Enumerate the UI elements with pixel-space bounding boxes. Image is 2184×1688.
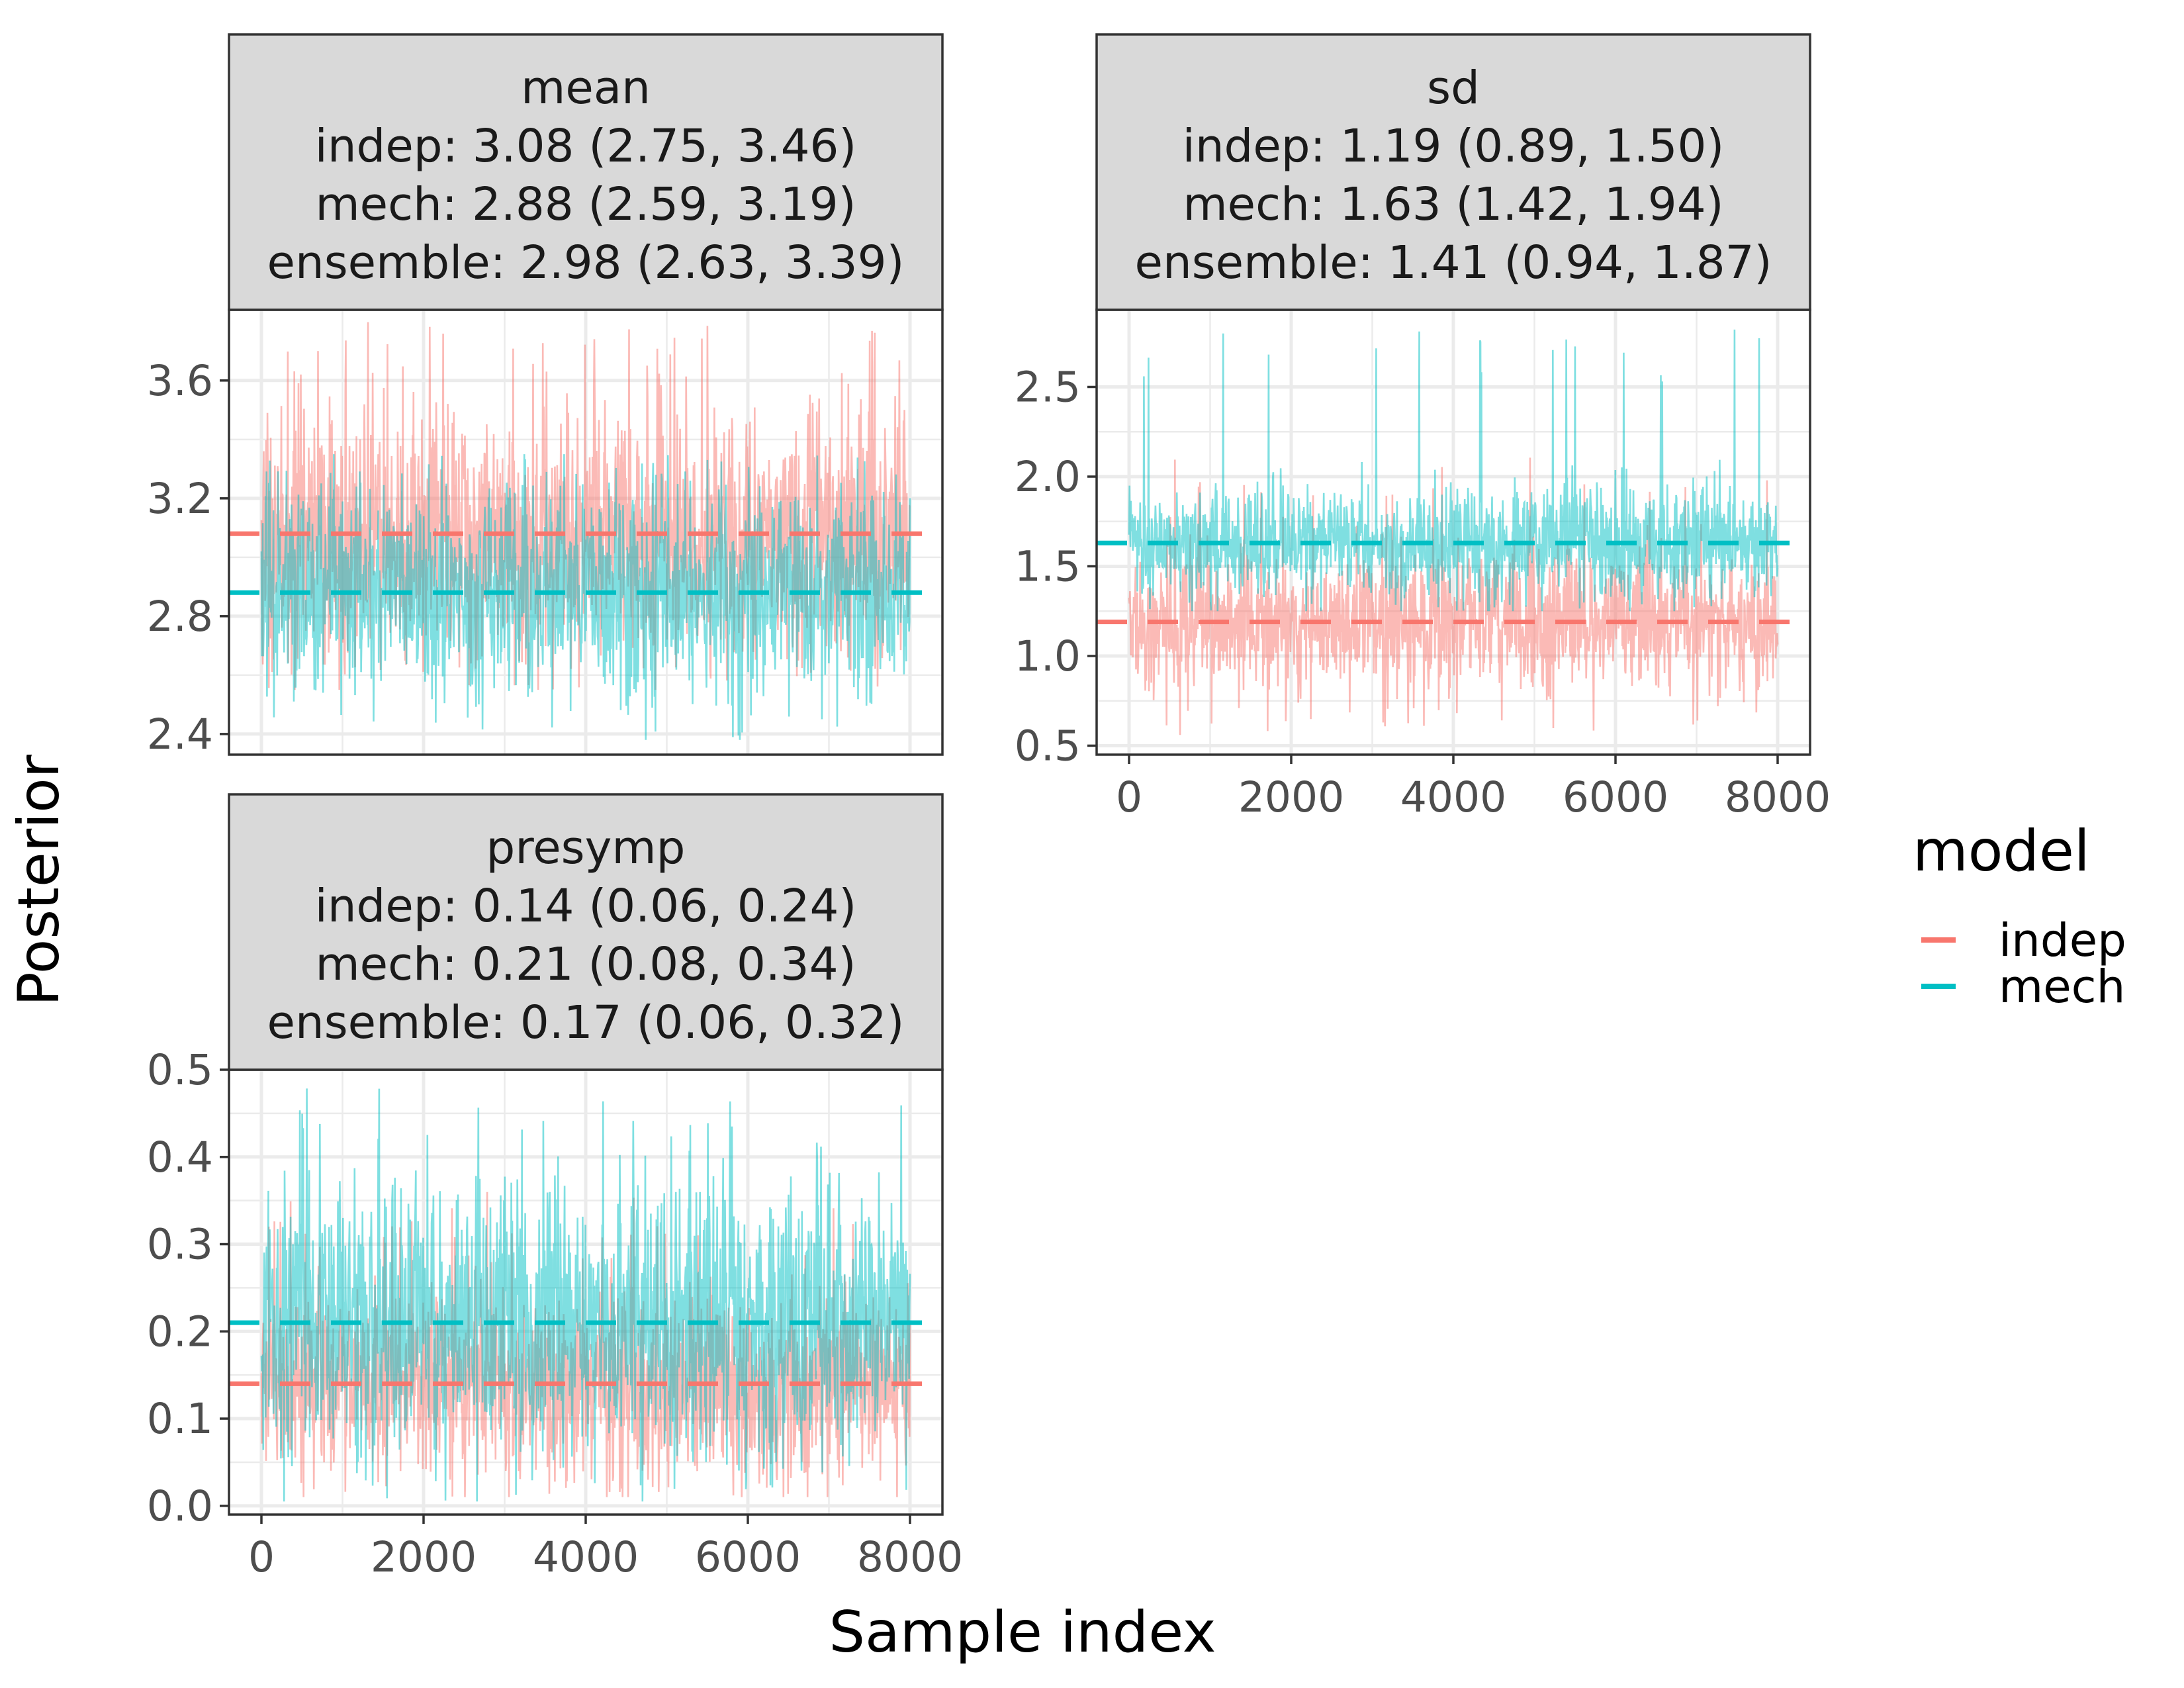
- y-axis: 0.0 0.1 0.2 0.3 0.4 0.5: [147, 1046, 229, 1530]
- strip-background: [228, 33, 944, 311]
- x-tick-label: 8000: [1725, 773, 1831, 821]
- legend-entry-indep: indep: [1921, 914, 2126, 967]
- trace-indep: [1128, 457, 1779, 735]
- y-axis: 0.5 1.0 1.5 2.0 2.5: [1015, 363, 1097, 770]
- y-tick-label: 1.5: [1015, 542, 1081, 590]
- legend-entry-mech: mech: [1921, 961, 2125, 1013]
- y-tick-label: 2.0: [1015, 453, 1081, 501]
- y-tick-label: 2.4: [147, 710, 213, 759]
- strip-background: [1095, 33, 1811, 311]
- y-tick-label: 2.8: [147, 592, 213, 641]
- y-tick-label: 0.1: [147, 1395, 213, 1443]
- trace-lines: [260, 322, 911, 740]
- x-tick-label: 2000: [1238, 773, 1344, 821]
- x-axis: 0 2000 4000 6000 8000: [248, 1515, 963, 1581]
- y-tick-label: 0.3: [147, 1221, 213, 1269]
- strip-summary-line: mech: 1.63 (1.42, 1.94): [1183, 178, 1723, 231]
- strip-summary-line: indep: 3.08 (2.75, 3.46): [315, 120, 857, 173]
- strip-summary-line: mech: 0.21 (0.08, 0.34): [315, 938, 856, 991]
- x-tick-label: 4000: [533, 1533, 639, 1581]
- x-tick-label: 0: [248, 1533, 275, 1581]
- y-tick-label: 3.6: [147, 357, 213, 405]
- strip-summary-line: indep: 1.19 (0.89, 1.50): [1183, 120, 1725, 173]
- facet-strip: presymp indep: 0.14 (0.06, 0.24)mech: 0.2…: [228, 793, 944, 1071]
- legend-label: mech: [1999, 961, 2125, 1013]
- strip-summary-line: ensemble: 0.17 (0.06, 0.32): [267, 996, 905, 1049]
- x-tick-label: 0: [1116, 773, 1142, 821]
- trace-mech: [260, 454, 911, 740]
- legend-label: indep: [1999, 914, 2126, 967]
- strip-summary-line: ensemble: 1.41 (0.94, 1.87): [1135, 236, 1772, 289]
- panel-presymp: presymp indep: 0.14 (0.06, 0.24)mech: 0.2…: [147, 793, 963, 1581]
- strip-title: sd: [1427, 62, 1480, 115]
- legend-title: model: [1913, 818, 2090, 884]
- strip-title: mean: [521, 62, 651, 115]
- y-tick-label: 0.5: [1015, 722, 1081, 770]
- y-tick-label: 0.2: [147, 1307, 213, 1356]
- trace-mech: [1128, 329, 1779, 612]
- x-axis: 0 2000 4000 6000 8000: [1116, 755, 1831, 821]
- x-tick-label: 8000: [857, 1533, 963, 1581]
- y-tick-label: 0.5: [147, 1046, 213, 1094]
- x-tick-label: 6000: [1563, 773, 1668, 821]
- x-tick-label: 6000: [695, 1533, 801, 1581]
- trace-lines: [1128, 329, 1779, 735]
- strip-summary-line: mech: 2.88 (2.59, 3.19): [315, 178, 856, 231]
- y-axis-title: Posterior: [6, 754, 72, 1006]
- strip-title: presymp: [486, 821, 686, 874]
- strip-summary-line: ensemble: 2.98 (2.63, 3.39): [267, 236, 905, 289]
- trace-lines: [260, 1088, 911, 1502]
- strip-background: [228, 793, 944, 1071]
- x-tick-label: 2000: [371, 1533, 477, 1581]
- y-axis: 2.4 2.8 3.2 3.6: [147, 357, 229, 759]
- y-tick-label: 0.0: [147, 1482, 213, 1530]
- y-tick-label: 3.2: [147, 475, 213, 523]
- x-axis-title: Sample index: [829, 1599, 1216, 1665]
- trace-mech: [260, 1088, 911, 1502]
- x-tick-label: 4000: [1400, 773, 1506, 821]
- strip-summary-line: indep: 0.14 (0.06, 0.24): [315, 880, 857, 933]
- y-tick-label: 0.4: [147, 1133, 213, 1182]
- y-tick-label: 1.0: [1015, 632, 1081, 680]
- y-tick-label: 2.5: [1015, 363, 1081, 412]
